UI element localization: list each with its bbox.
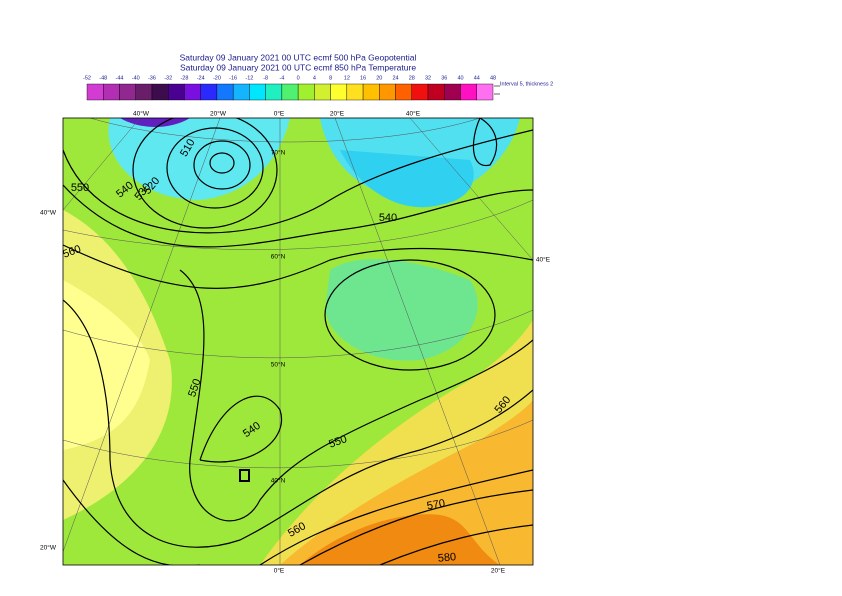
color-box xyxy=(103,83,120,101)
color-box xyxy=(314,83,331,101)
color-box xyxy=(184,83,201,101)
colorbar-tick-label: 16 xyxy=(360,75,366,81)
geo-label: 20°W xyxy=(40,544,57,552)
box-marker xyxy=(239,469,250,482)
geo-label: 0°E xyxy=(274,110,285,118)
colorbar-tick-label: 32 xyxy=(425,75,431,81)
colorbar-tick-label: -44 xyxy=(116,75,124,81)
geo-label: 20°W xyxy=(210,110,227,118)
warm-area xyxy=(280,400,533,565)
color-box xyxy=(86,83,104,101)
geo-label: 0°E xyxy=(274,567,285,575)
geo-label: 40°N xyxy=(271,477,286,485)
colorbar-tick-label: -48 xyxy=(99,75,107,81)
very-cold-area xyxy=(120,118,190,127)
geo-label: 40°W xyxy=(40,209,57,217)
colorbar-tick-label: -8 xyxy=(263,75,268,81)
geo-label: 70°N xyxy=(271,149,286,157)
contour-label: 550 xyxy=(71,182,89,194)
cold-area xyxy=(340,150,474,208)
color-box xyxy=(265,83,283,101)
colorbar-tick-label: -20 xyxy=(213,75,221,81)
colorbar-tick-label: 48 xyxy=(490,75,496,81)
color-box xyxy=(362,83,380,101)
colorbar-tick-label: -32 xyxy=(164,75,172,81)
color-box xyxy=(167,83,185,101)
contour-label: 550 xyxy=(327,433,348,451)
contour-label: 550 xyxy=(186,377,204,398)
colorbar-tick-label: 44 xyxy=(474,75,480,81)
colorbar-tick-label: 20 xyxy=(376,75,382,81)
color-box xyxy=(281,83,299,101)
color-box xyxy=(476,83,494,101)
geo-label: 60°N xyxy=(271,253,286,261)
geo-label: 40°E xyxy=(406,110,421,118)
color-box xyxy=(330,83,348,101)
contour-label: 560 xyxy=(61,243,82,261)
colorbar-tick-label: -28 xyxy=(180,75,188,81)
map-frame xyxy=(62,117,534,566)
geo-label: 40°E xyxy=(536,256,551,264)
colorbar-note: Interval 5, thickness 2 xyxy=(500,81,553,87)
color-box xyxy=(427,83,445,101)
color-box xyxy=(297,83,315,101)
colorbar-tick-label: 0 xyxy=(297,75,300,81)
color-box xyxy=(151,83,169,101)
colorbar-tick-label: 24 xyxy=(392,75,398,81)
color-box xyxy=(119,83,136,101)
color-box xyxy=(460,83,477,101)
color-box xyxy=(395,83,412,101)
geo-label: 50°N xyxy=(271,361,286,369)
colorbar-tick-label: 8 xyxy=(329,75,332,81)
warm-area xyxy=(63,280,150,450)
geo-label: 20°E xyxy=(330,110,345,118)
color-box xyxy=(346,83,364,101)
title-line: Saturday 09 January 2021 00 UTC ecmf 850… xyxy=(180,62,416,72)
colorbar-tick-label: -40 xyxy=(132,75,140,81)
title-line: Saturday 09 January 2021 00 UTC ecmf 500… xyxy=(180,52,417,62)
colorbar-tick-label: 28 xyxy=(409,75,415,81)
color-box xyxy=(135,83,153,101)
colorbar-tick-label: -52 xyxy=(83,75,91,81)
geo-label: 20°E xyxy=(491,567,506,575)
contour-label: 540 xyxy=(379,212,397,224)
contour-label: 570 xyxy=(426,497,446,512)
color-box xyxy=(249,83,266,101)
color-box xyxy=(200,83,218,101)
hot-area xyxy=(300,514,500,565)
colorbar-tick-label: -4 xyxy=(279,75,284,81)
colorbar: -52 -48 -44 -40 -36 -32 -28 -24 -20 -16 -12 -8 -4 0 4 8… xyxy=(83,75,496,101)
geo-label: 40°W xyxy=(133,110,150,118)
colorbar-tick-label: -12 xyxy=(245,75,253,81)
color-box xyxy=(379,83,396,101)
color-box xyxy=(411,83,429,101)
colorbar-tick-label: 40 xyxy=(457,75,463,81)
cool-area xyxy=(325,259,478,361)
colorbar-tick-label: -16 xyxy=(229,75,237,81)
color-box xyxy=(444,83,461,101)
color-box xyxy=(216,83,234,101)
map-labels: 40°W 20°W 0°E 20°E 40°E 40°W 20°W 40°E 0°E 20°E 70… xyxy=(40,110,551,575)
colorbar-tick-label: -24 xyxy=(197,75,205,81)
colorbar-tick-label: -36 xyxy=(148,75,156,81)
color-box xyxy=(232,83,250,101)
colorbar-tick-label: 4 xyxy=(313,75,316,81)
colorbar-tick-label: 12 xyxy=(344,75,350,81)
colorbar-tick-label: 36 xyxy=(441,75,447,81)
map xyxy=(63,118,533,565)
contour-label: 580 xyxy=(437,551,456,565)
